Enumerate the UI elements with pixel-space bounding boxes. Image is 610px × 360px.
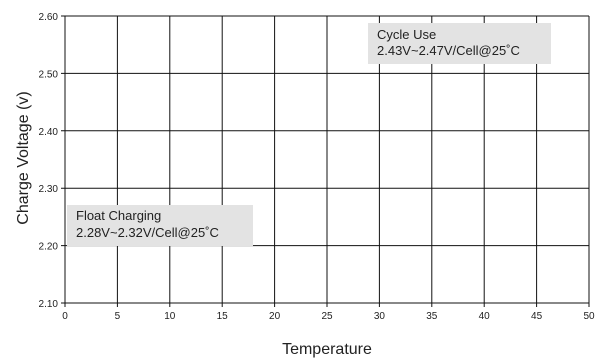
x-tick-label: 35: [426, 311, 438, 322]
x-tick-label: 50: [583, 311, 595, 322]
annotation-cycle-use-text: 2.43V~2.47V/Cell@25˚C: [377, 43, 520, 58]
x-tick-label: 10: [164, 311, 176, 322]
annotation-cycle-use: Cycle Use 2.43V~2.47V/Cell@25˚C: [368, 23, 551, 64]
x-tick-labels: 0 5 10 15 20 25 30 35 40 45 50: [62, 311, 595, 322]
y-tick-labels: 2.10 2.20 2.30 2.40 2.50 2.60: [39, 12, 59, 310]
annotation-float-charging-text: 2.28V~2.32V/Cell@25˚C: [76, 225, 219, 240]
annotation-float-charging-title: Float Charging: [76, 208, 161, 223]
y-tick-label: 2.60: [39, 12, 59, 23]
y-tick-label: 2.20: [39, 242, 59, 253]
x-tick-label: 0: [62, 311, 68, 322]
x-tick-label: 25: [321, 311, 333, 322]
x-tick-label: 15: [217, 311, 229, 322]
y-tick-label: 2.30: [39, 184, 59, 195]
annotation-cycle-use-title: Cycle Use: [377, 27, 436, 42]
x-tick-label: 30: [374, 311, 386, 322]
y-tick-label: 2.10: [39, 299, 59, 310]
y-tick-label: 2.50: [39, 69, 59, 80]
y-tick-label: 2.40: [39, 127, 59, 138]
x-tick-label: 5: [115, 311, 121, 322]
x-tick-label: 40: [479, 311, 491, 322]
x-axis-label: Temperature: [282, 341, 372, 358]
x-tick-label: 20: [269, 311, 281, 322]
x-tick-label: 45: [531, 311, 543, 322]
annotation-float-charging: Float Charging 2.28V~2.32V/Cell@25˚C: [67, 205, 253, 246]
y-axis-label: Charge Voltage (v): [15, 91, 32, 224]
